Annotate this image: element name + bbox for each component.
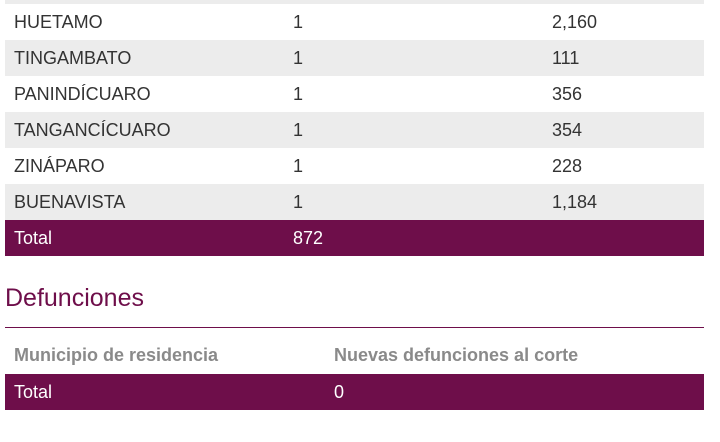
table-row: PANINDÍCUARO 1 356 [5,76,704,112]
nuevos-cell: 1 [293,156,304,176]
total-value: 872 [293,228,324,248]
municipio-cell: BUENAVISTA [14,192,126,212]
header-nuevas-defunciones: Nuevas defunciones al corte [334,345,579,365]
nuevos-cell: 1 [293,48,304,68]
header-municipio: Municipio de residencia [14,345,219,365]
acumulados-cell: 228 [552,156,583,176]
municipio-cell: PANINDÍCUARO [14,84,151,104]
previous-row-edge [5,0,704,4]
total-label: Total [14,228,53,248]
nuevos-cell: 1 [293,120,304,140]
cases-total-row: Total 872 [5,220,704,256]
deaths-header-row: Municipio de residencia Nuevas defuncion… [5,337,704,374]
table-row: ZINÁPARO 1 228 [5,148,704,184]
acumulados-cell: 354 [552,120,583,140]
cases-table: HUETAMO 1 2,160 TINGAMBATO 1 111 PANINDÍ… [5,4,704,256]
deaths-table: Municipio de residencia Nuevas defuncion… [5,337,704,410]
deaths-total-row: Total 0 [5,374,704,410]
table-row: TINGAMBATO 1 111 [5,40,704,76]
section-title-defunciones: Defunciones [5,284,144,312]
nuevos-cell: 1 [293,84,304,104]
acumulados-cell: 111 [552,48,580,68]
total-label: Total [14,382,53,402]
total-value: 0 [334,382,345,402]
municipio-cell: ZINÁPARO [14,156,105,176]
table-row: HUETAMO 1 2,160 [5,4,704,40]
nuevos-cell: 1 [293,12,304,32]
section-divider [5,327,704,328]
municipio-cell: TINGAMBATO [14,48,132,68]
municipio-cell: HUETAMO [14,12,103,32]
acumulados-cell: 1,184 [552,192,598,212]
table-row: BUENAVISTA 1 1,184 [5,184,704,220]
municipio-cell: TANGANCÍCUARO [14,120,171,140]
nuevos-cell: 1 [293,192,304,212]
table-row: TANGANCÍCUARO 1 354 [5,112,704,148]
acumulados-cell: 2,160 [552,12,598,32]
acumulados-cell: 356 [552,84,583,104]
